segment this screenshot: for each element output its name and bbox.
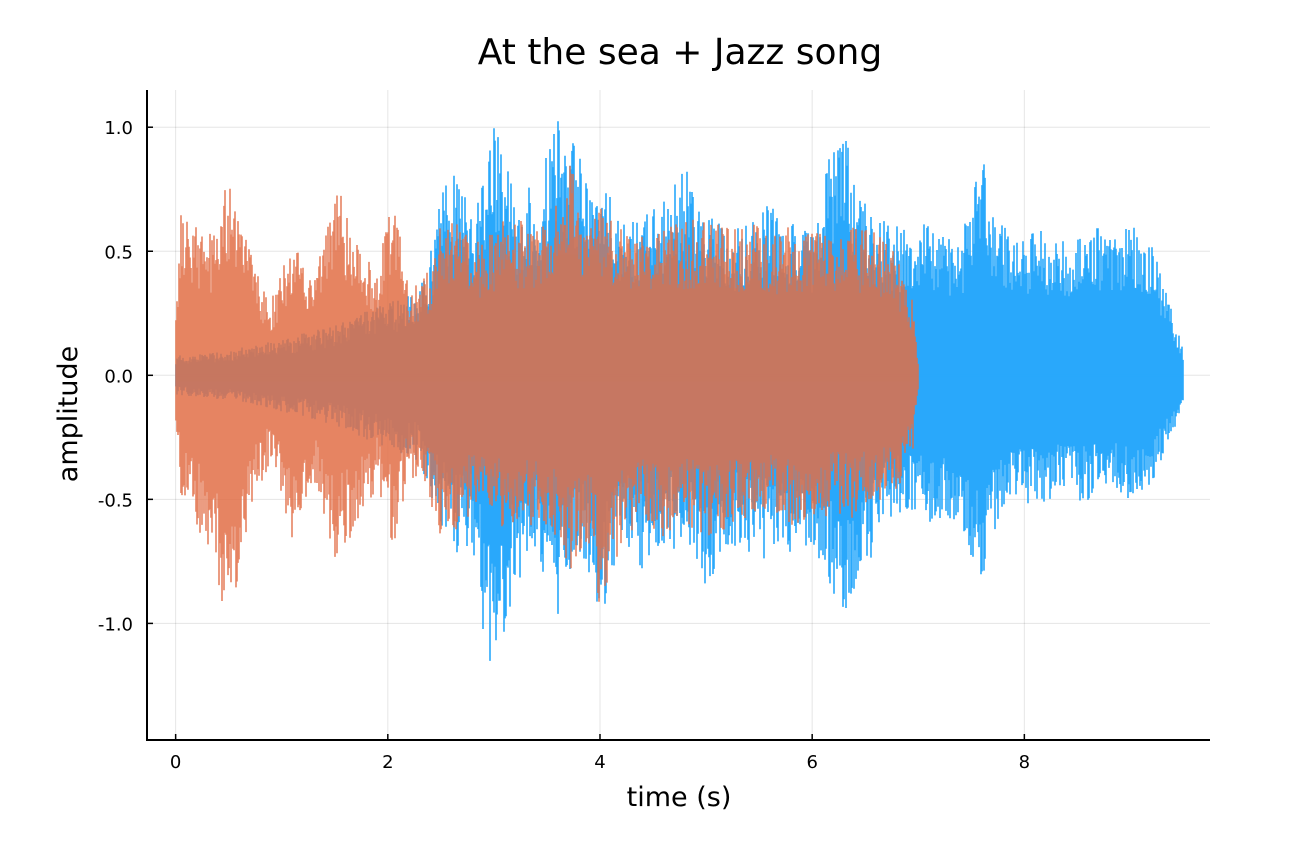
y-tick-label: 1.0: [104, 118, 133, 139]
y-axis-label: amplitude: [53, 346, 84, 482]
axes-frame: [146, 90, 1210, 741]
axes: [146, 90, 1210, 741]
series-waveform-2: [175, 165, 919, 602]
y-tick-label: -0.5: [98, 490, 133, 511]
y-tick-label: -1.0: [98, 614, 133, 635]
plot-area: [175, 121, 1184, 661]
waveform-path-2: [175, 165, 919, 602]
x-tick-label: 8: [1019, 752, 1030, 773]
x-tick-label: 4: [594, 752, 605, 773]
chart-title: At the sea + Jazz song: [478, 32, 882, 73]
x-axis-label: time (s): [627, 782, 732, 813]
y-tick-label: 0.0: [104, 366, 133, 387]
x-tick-label: 2: [382, 752, 393, 773]
tick-labels: 0 2 4 6 8 1.0 0.5 0.0 -0.5 -1.0: [98, 118, 1030, 773]
y-tick-label: 0.5: [104, 242, 133, 263]
x-tick-label: 0: [170, 752, 181, 773]
x-tick-label: 6: [806, 752, 817, 773]
